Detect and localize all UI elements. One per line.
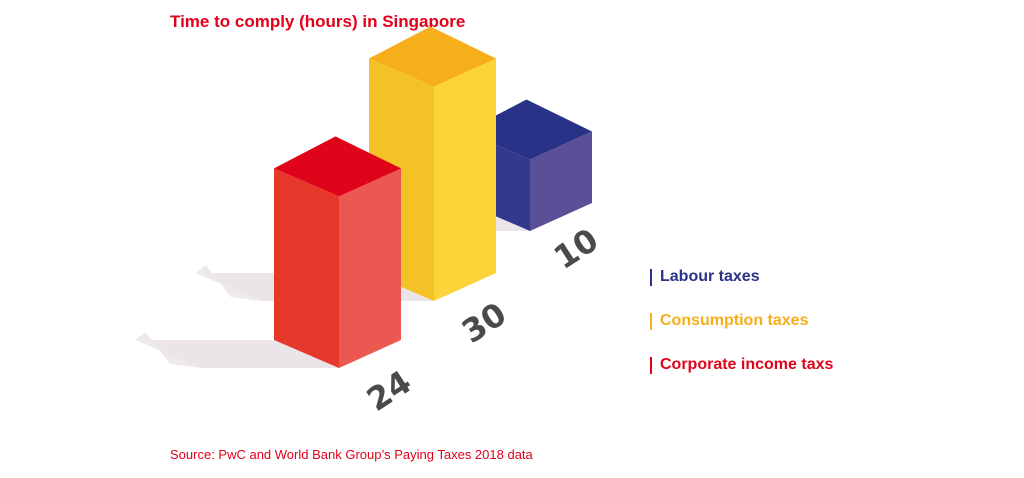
bar-right-face-corporate-income-taxs — [339, 168, 401, 368]
bar-labour-taxes — [465, 99, 592, 231]
legend-label-labour-taxes: Labour taxes — [660, 268, 760, 285]
shadow-consumption-taxes-tail — [195, 265, 261, 301]
legend-item-labour-taxes: Labour taxes — [650, 265, 833, 289]
legend-swatch-corporate-income-taxs — [650, 356, 652, 374]
legend: Labour taxes Consumption taxes Corporate… — [650, 265, 833, 397]
bar-corporate-income-taxs — [274, 136, 401, 368]
legend-label-corporate-income-taxs: Corporate income taxs — [660, 356, 834, 373]
data-label-labour-taxes: 10 — [547, 221, 605, 277]
legend-swatch-consumption-taxes — [650, 312, 652, 330]
shadow-corporate-income-taxs-tail — [135, 332, 201, 368]
bar-left-face-corporate-income-taxs — [274, 168, 339, 368]
shadow-corporate-income-taxs — [135, 340, 339, 368]
data-label-consumption-taxes: 30 — [455, 295, 513, 351]
chart-title: Time to comply (hours) in Singapore — [170, 12, 466, 31]
bar-right-face-consumption-taxes — [434, 58, 496, 301]
legend-label-consumption-taxes: Consumption taxes — [660, 312, 809, 329]
data-label-corporate-income-taxs: 24 — [360, 363, 418, 419]
bars-group — [274, 26, 592, 368]
bar-right-face-labour-taxes — [530, 131, 592, 231]
legend-item-consumption-taxes: Consumption taxes — [650, 309, 833, 333]
bar-top-face-labour-taxes — [465, 99, 592, 160]
source-note: Source: PwC and World Bank Group’s Payin… — [170, 447, 533, 462]
legend-item-corporate-income-taxs: Corporate income taxs — [650, 353, 833, 377]
legend-swatch-labour-taxes — [650, 268, 652, 286]
bar-top-face-consumption-taxes — [369, 26, 496, 87]
bar-top-face-corporate-income-taxs — [274, 136, 401, 197]
